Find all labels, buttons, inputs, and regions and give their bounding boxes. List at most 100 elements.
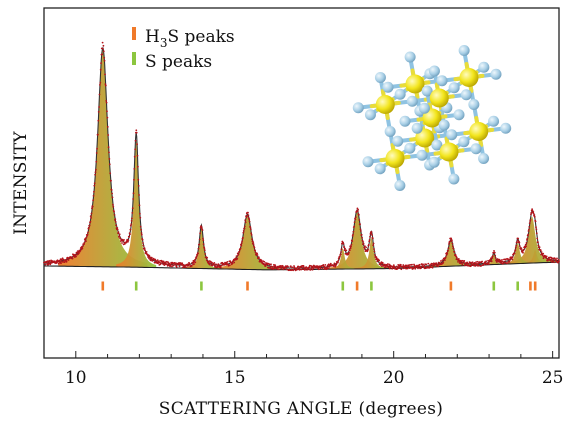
data-point bbox=[195, 257, 198, 259]
data-point bbox=[193, 263, 196, 265]
data-point bbox=[205, 259, 208, 262]
h3s-peak-tick-0 bbox=[101, 281, 105, 291]
data-point bbox=[108, 151, 110, 154]
h3s-peak-tick-4 bbox=[529, 281, 532, 291]
data-point bbox=[442, 261, 445, 263]
data-point bbox=[67, 259, 70, 261]
data-point bbox=[368, 239, 371, 241]
data-point bbox=[150, 256, 153, 259]
data-point bbox=[71, 257, 74, 260]
data-point bbox=[140, 232, 143, 234]
data-point bbox=[485, 260, 487, 263]
data-point bbox=[455, 256, 458, 259]
hydrogen-atom bbox=[418, 102, 430, 114]
data-point bbox=[425, 263, 428, 266]
data-point bbox=[145, 251, 148, 253]
x-tick-label: 25 bbox=[542, 368, 564, 388]
data-point bbox=[250, 232, 253, 235]
data-point bbox=[242, 236, 244, 239]
data-point bbox=[457, 258, 460, 260]
legend-label-h3s: H3S peaks bbox=[145, 27, 235, 50]
hydrogen-atom bbox=[374, 163, 386, 175]
data-point bbox=[367, 248, 369, 251]
data-point bbox=[337, 261, 339, 264]
data-point bbox=[105, 100, 108, 102]
data-point bbox=[172, 264, 175, 267]
h3s-peak-tick-2 bbox=[355, 281, 359, 291]
data-point bbox=[143, 247, 146, 250]
data-point bbox=[144, 249, 146, 252]
data-point bbox=[487, 261, 490, 264]
data-point bbox=[106, 116, 109, 119]
data-point bbox=[101, 53, 104, 56]
data-point bbox=[545, 257, 548, 260]
data-point bbox=[354, 216, 357, 219]
data-point bbox=[137, 185, 140, 187]
data-point bbox=[451, 240, 453, 242]
data-point bbox=[385, 266, 387, 269]
data-point bbox=[135, 131, 138, 134]
data-point bbox=[247, 214, 250, 217]
data-point bbox=[525, 242, 528, 244]
data-point bbox=[475, 261, 478, 263]
data-point bbox=[518, 245, 521, 248]
hydrogen-atom bbox=[446, 129, 458, 141]
data-point bbox=[540, 251, 543, 253]
data-point bbox=[280, 267, 283, 270]
data-point bbox=[136, 154, 139, 157]
data-point bbox=[545, 255, 548, 258]
data-point bbox=[188, 263, 191, 265]
x-axis-ticks: 10 15 20 25 bbox=[43, 351, 564, 388]
data-point bbox=[513, 252, 516, 255]
data-point bbox=[249, 228, 252, 231]
data-point bbox=[260, 259, 263, 262]
peak-fill-4 bbox=[503, 216, 559, 265]
data-point bbox=[107, 146, 110, 149]
data-point bbox=[361, 239, 364, 242]
data-point bbox=[98, 93, 101, 96]
data-point bbox=[524, 243, 527, 246]
data-point bbox=[324, 264, 327, 266]
data-point bbox=[533, 216, 536, 218]
data-point bbox=[282, 265, 284, 268]
data-point bbox=[213, 262, 216, 264]
hydrogen-atom bbox=[374, 72, 386, 83]
data-point bbox=[85, 236, 88, 239]
data-point bbox=[406, 267, 409, 270]
data-point bbox=[339, 253, 342, 256]
peak-fill-1 bbox=[209, 215, 286, 270]
data-point bbox=[76, 251, 78, 254]
data-point bbox=[251, 238, 253, 241]
data-point bbox=[243, 225, 246, 228]
data-point bbox=[542, 257, 545, 260]
h3s-peak-tick-1 bbox=[246, 281, 249, 291]
data-point bbox=[532, 211, 535, 213]
data-point bbox=[91, 205, 94, 208]
h3s-peak-tick-3 bbox=[449, 281, 453, 291]
data-point bbox=[238, 250, 241, 253]
data-point bbox=[364, 245, 366, 248]
data-point bbox=[91, 207, 93, 210]
data-point bbox=[101, 41, 104, 44]
data-point bbox=[333, 264, 335, 267]
data-point bbox=[309, 269, 312, 271]
data-point bbox=[58, 260, 61, 263]
data-point bbox=[90, 217, 92, 219]
data-point bbox=[88, 224, 91, 227]
data-point bbox=[297, 265, 300, 268]
data-point bbox=[312, 267, 315, 270]
data-point bbox=[133, 155, 136, 158]
data-point bbox=[537, 244, 540, 247]
data-point bbox=[357, 208, 359, 211]
x-tick-label: 20 bbox=[383, 368, 405, 388]
data-point bbox=[491, 255, 494, 257]
data-point bbox=[491, 257, 494, 259]
peak-fill-10 bbox=[499, 242, 536, 265]
data-point bbox=[137, 165, 139, 168]
data-point bbox=[446, 252, 449, 255]
sulfur-atom bbox=[429, 88, 449, 108]
data-point bbox=[506, 262, 509, 265]
data-point bbox=[113, 214, 116, 216]
data-point bbox=[285, 268, 288, 271]
data-point bbox=[337, 257, 340, 260]
